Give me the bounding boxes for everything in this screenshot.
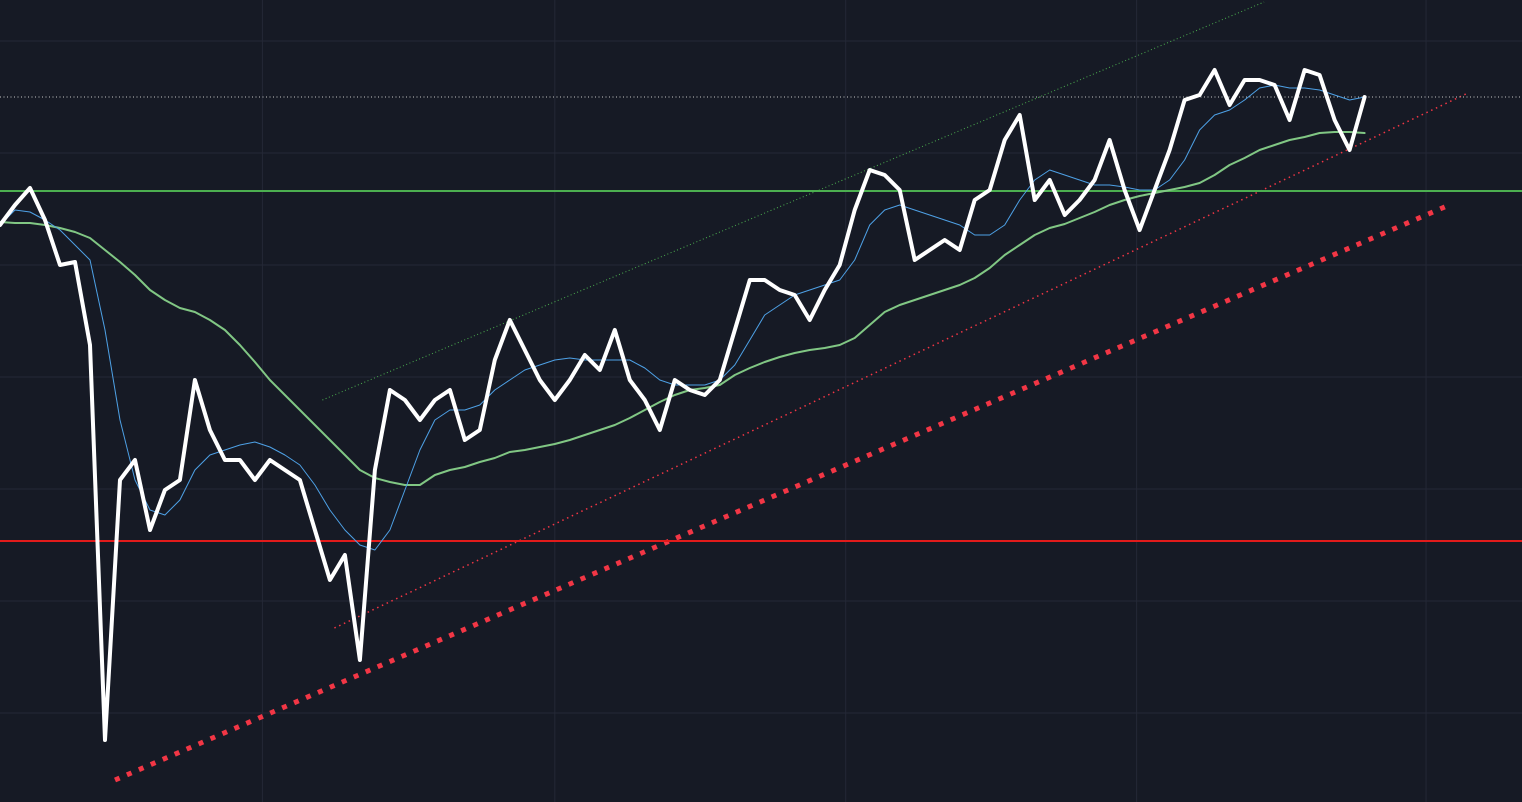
- series-line: [0, 131, 1366, 486]
- series-line: [0, 68, 1367, 742]
- trend-line: [322, 1, 1265, 401]
- trend-line: [114, 201, 1453, 783]
